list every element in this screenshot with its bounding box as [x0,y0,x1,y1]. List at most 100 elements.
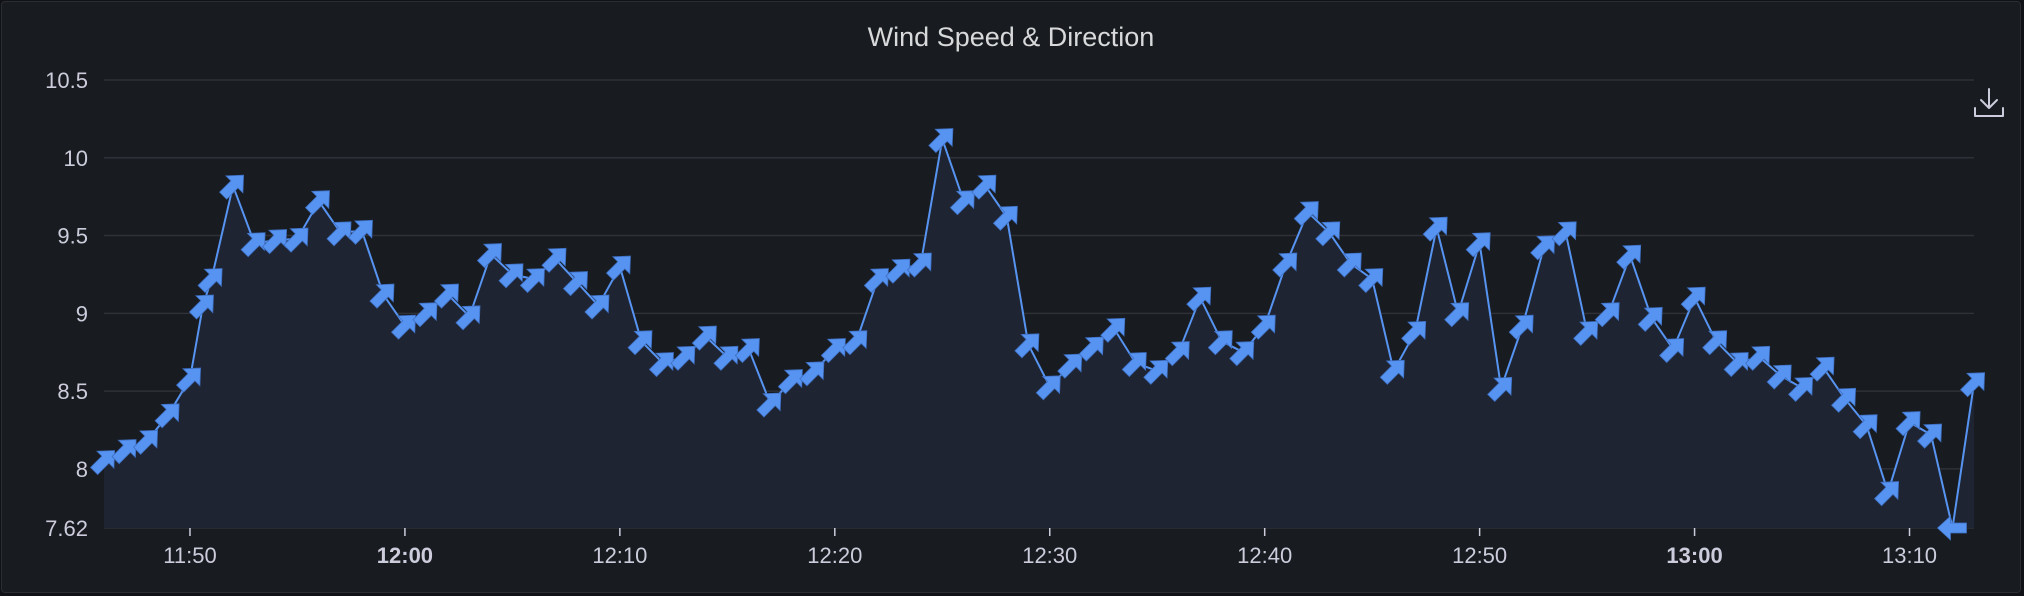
wind-arrow-marker[interactable] [602,248,639,285]
wind-arrow-marker[interactable] [1891,403,1928,440]
wind-arrow-marker[interactable] [1203,322,1240,359]
x-tick-label: 12:30 [1022,543,1077,568]
wind-arrow-marker[interactable] [408,294,445,331]
wind-arrow-marker[interactable] [1096,310,1133,347]
wind-arrow-marker[interactable] [687,318,724,355]
wind-arrow-marker[interactable] [1762,357,1799,394]
wind-arrow-marker[interactable] [1805,349,1842,386]
wind-arrow-marker[interactable] [1936,515,1967,541]
wind-arrow-marker[interactable] [172,360,209,397]
wind-arrow-marker[interactable] [129,422,166,459]
wind-arrow-marker[interactable] [1246,307,1283,344]
wind-arrow-marker[interactable] [1956,364,1993,401]
wind-arrow-marker[interactable] [516,260,553,297]
wind-arrow-marker[interactable] [86,442,123,479]
wind-arrow-marker[interactable] [1010,325,1047,362]
wind-arrow-marker[interactable] [1848,406,1885,443]
wind-arrow-marker[interactable] [945,182,982,219]
direction-markers [86,120,1993,541]
x-tick-label: 12:00 [377,543,433,568]
wind-arrow-marker[interactable] [730,330,767,367]
wind-arrow-marker[interactable] [1870,473,1907,510]
wind-arrow-marker[interactable] [193,260,230,297]
wind-arrow-marker[interactable] [473,235,510,272]
wind-arrow-marker[interactable] [1633,299,1670,336]
wind-arrow-marker[interactable] [1311,213,1348,250]
wind-arrow-marker[interactable] [365,276,402,313]
wind-arrow-marker[interactable] [1332,245,1369,282]
wind-arrow-marker[interactable] [494,255,531,292]
y-tick-label: 10.5 [45,68,88,93]
y-axis-ticks: 10.5 10 9.5 9 8.5 8 7.62 [45,68,88,541]
wind-arrow-marker[interactable] [1160,333,1197,370]
wind-arrow-marker[interactable] [215,167,252,204]
wind-arrow-marker[interactable] [1461,224,1498,261]
wind-arrow-marker[interactable] [537,240,574,277]
wind-arrow-marker[interactable] [1354,260,1391,297]
wind-arrow-marker[interactable] [279,220,316,257]
x-tick-label: 11:50 [163,543,216,568]
y-tick-label: 10 [64,146,88,171]
wind-arrow-marker[interactable] [902,245,939,282]
wind-arrow-marker[interactable] [967,167,1004,204]
x-tick-label: 12:50 [1452,543,1507,568]
chart-title: Wind Speed & Direction [867,22,1155,52]
y-tick-label: 9 [76,301,88,326]
wind-arrow-marker[interactable] [752,385,789,422]
wind-arrow-marker[interactable] [1698,322,1735,359]
wind-arrow-marker[interactable] [795,353,832,390]
wind-arrow-marker[interactable] [559,263,596,300]
wind-arrow-marker[interactable] [301,182,338,219]
wind-arrow-marker[interactable] [1676,279,1713,316]
wind-arrow-marker[interactable] [1418,209,1455,246]
download-button[interactable] [1972,86,2006,120]
wind-arrow-marker[interactable] [185,287,222,324]
y-tick-label: 9.5 [57,224,88,249]
wind-arrow-marker[interactable] [1827,380,1864,417]
wind-arrow-marker[interactable] [1483,369,1520,406]
wind-arrow-marker[interactable] [1913,416,1950,453]
wind-arrow-marker[interactable] [150,395,187,432]
wind-arrow-marker[interactable] [1440,294,1477,331]
wind-arrow-marker[interactable] [1784,369,1821,406]
wind-arrow-marker[interactable] [1547,213,1584,250]
wind-arrow-marker[interactable] [1225,333,1262,370]
wind-arrow-marker[interactable] [1117,344,1154,381]
wind-arrow-marker[interactable] [1397,313,1434,350]
wind-arrow-marker[interactable] [924,120,961,157]
wind-arrow-marker[interactable] [666,338,703,375]
wind-arrow-marker[interactable] [258,221,295,258]
wind-arrow-marker[interactable] [1526,227,1563,264]
x-tick-label: 12:10 [592,543,647,568]
wind-arrow-marker[interactable] [1139,352,1176,389]
wind-arrow-marker[interactable] [344,212,381,249]
wind-arrow-marker[interactable] [1074,329,1111,366]
wind-arrow-marker[interactable] [988,198,1025,235]
x-tick-label: 12:40 [1237,543,1292,568]
wind-arrow-marker[interactable] [387,307,424,344]
wind-arrow-marker[interactable] [1655,330,1692,367]
wind-arrow-marker[interactable] [580,287,617,324]
y-tick-label: 7.62 [45,516,88,541]
wind-arrow-marker[interactable] [1053,346,1090,383]
wind-arrow-marker[interactable] [1289,193,1326,230]
wind-arrow-marker[interactable] [1182,279,1219,316]
wind-arrow-marker[interactable] [451,297,488,334]
wind-arrow-marker[interactable] [430,276,467,313]
x-tick-label: 12:20 [807,543,862,568]
wind-arrow-marker[interactable] [1590,294,1627,331]
wind-arrow-marker[interactable] [623,322,660,359]
wind-arrow-marker[interactable] [1375,352,1412,389]
download-icon [1974,88,2004,117]
wind-arrow-marker[interactable] [1612,237,1649,274]
wind-arrow-marker[interactable] [236,224,273,261]
wind-arrow-marker[interactable] [1268,245,1305,282]
wind-arrow-marker[interactable] [322,213,359,250]
wind-arrow-marker[interactable] [1504,307,1541,344]
wind-arrow-marker[interactable] [838,322,875,359]
wind-arrow-marker[interactable] [1741,338,1778,375]
wind-arrow-marker[interactable] [1569,313,1606,350]
wind-arrow-marker[interactable] [1031,367,1068,404]
area-fill [104,139,1974,528]
